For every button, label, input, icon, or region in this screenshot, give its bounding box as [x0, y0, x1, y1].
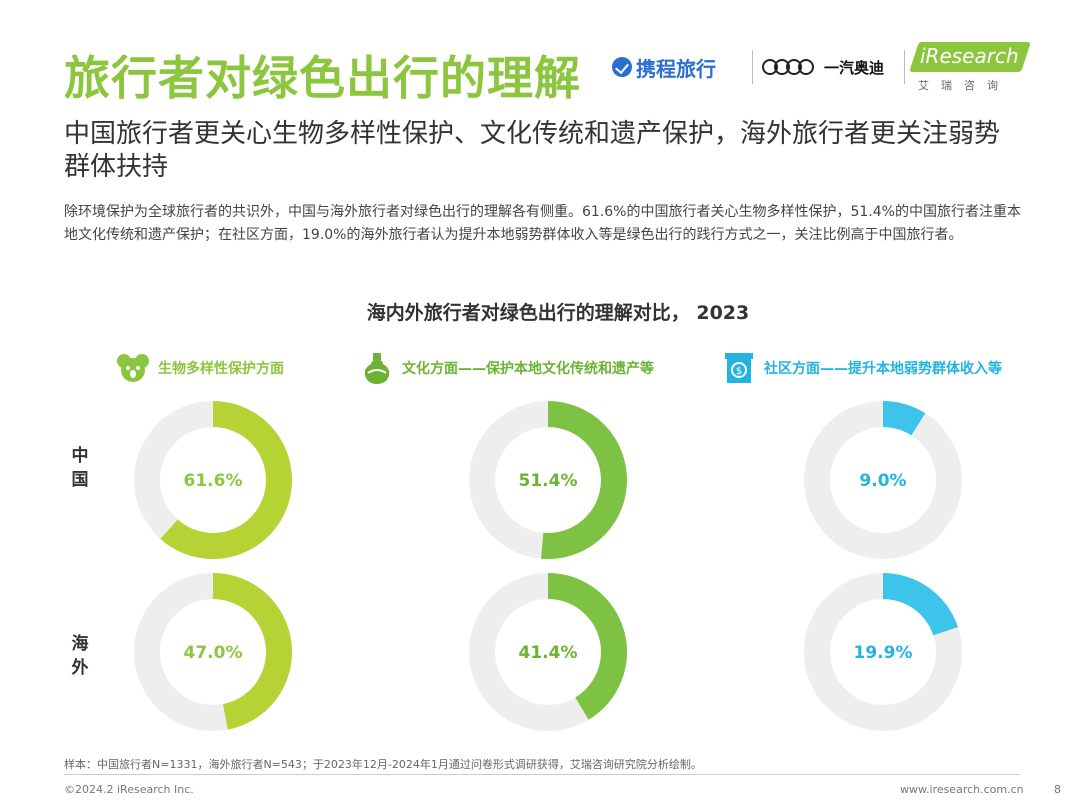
donut-segment-overseas-culture — [548, 573, 628, 720]
website-link[interactable]: www.iresearch.com.cn — [900, 783, 1024, 796]
row-label-overseas: 海外 — [68, 632, 92, 680]
category-label-bio: 生物多样性保护方面 — [158, 361, 284, 377]
donut-segment-overseas-community — [883, 573, 958, 636]
svg-text:$: $ — [736, 366, 742, 377]
money-box-icon: $ — [725, 353, 753, 383]
ctrip-logo-text: 携程旅行 — [636, 56, 716, 81]
iresearch-cn-text: 艾瑞咨询 — [918, 79, 1010, 92]
brand-divider — [904, 50, 905, 84]
iresearch-logo: iResearch 艾瑞咨询 — [909, 42, 1031, 92]
sample-note: 样本：中国旅行者N=1331，海外旅行者N=543；于2023年12月-2024… — [64, 758, 702, 771]
faw-audi-logo: 一汽奥迪 — [762, 52, 884, 82]
donut-value-label-overseas-community: 19.9% — [854, 643, 913, 663]
category-header-culture: 文化方面——保护本地文化传统和遗产等 — [360, 350, 654, 386]
donut-segment-china-bio — [160, 401, 293, 559]
category-header-community: $ 社区方面——提升本地弱势群体收入等 — [722, 350, 1002, 386]
footer-divider — [64, 774, 1020, 775]
donut-value-label-china-community: 9.0% — [859, 471, 906, 491]
donut-segment-china-community — [883, 401, 926, 436]
donut-segment-overseas-bio — [213, 573, 293, 730]
row-label-china: 中国 — [68, 444, 92, 492]
row-label-china-text: 中国 — [71, 446, 89, 490]
faw-audi-text: 一汽奥迪 — [824, 58, 885, 77]
category-label-culture: 文化方面——保护本地文化传统和遗产等 — [402, 361, 654, 377]
donut-value-label-overseas-culture: 41.4% — [519, 643, 578, 663]
page-number: 8 — [1054, 783, 1061, 796]
category-label-community: 社区方面——提升本地弱势群体收入等 — [764, 361, 1002, 377]
intro-paragraph: 除环境保护为全球旅行者的共识外，中国与海外旅行者对绿色出行的理解各有侧重。61.… — [64, 204, 1021, 243]
chart-title: 海内外旅行者对绿色出行的理解对比， 2023 — [366, 302, 750, 324]
iresearch-logo-text: iResearch — [920, 44, 1019, 68]
brand-divider — [752, 50, 753, 84]
page-title: 旅行者对绿色出行的理解 — [64, 51, 581, 105]
donut-segment-china-culture — [541, 401, 627, 559]
ctrip-logo: 携程旅行 — [612, 52, 716, 82]
category-header-bio: 生物多样性保护方面 — [116, 350, 284, 386]
ctrip-logo-icon — [612, 57, 632, 77]
row-label-overseas-text: 海外 — [71, 634, 89, 678]
donut-value-label-overseas-bio: 47.0% — [184, 643, 243, 663]
audi-rings-icon — [762, 59, 814, 75]
koala-icon — [117, 354, 149, 382]
vase-icon — [364, 353, 390, 384]
donut-value-label-china-bio: 61.6% — [184, 471, 243, 491]
subtitle: 中国旅行者更关心生物多样性保护、文化传统和遗产保护，海外旅行者更关注弱势群体扶持 — [64, 119, 1001, 182]
donut-value-label-china-culture: 51.4% — [519, 471, 578, 491]
copyright: ©2024.2 iResearch Inc. — [64, 783, 194, 796]
